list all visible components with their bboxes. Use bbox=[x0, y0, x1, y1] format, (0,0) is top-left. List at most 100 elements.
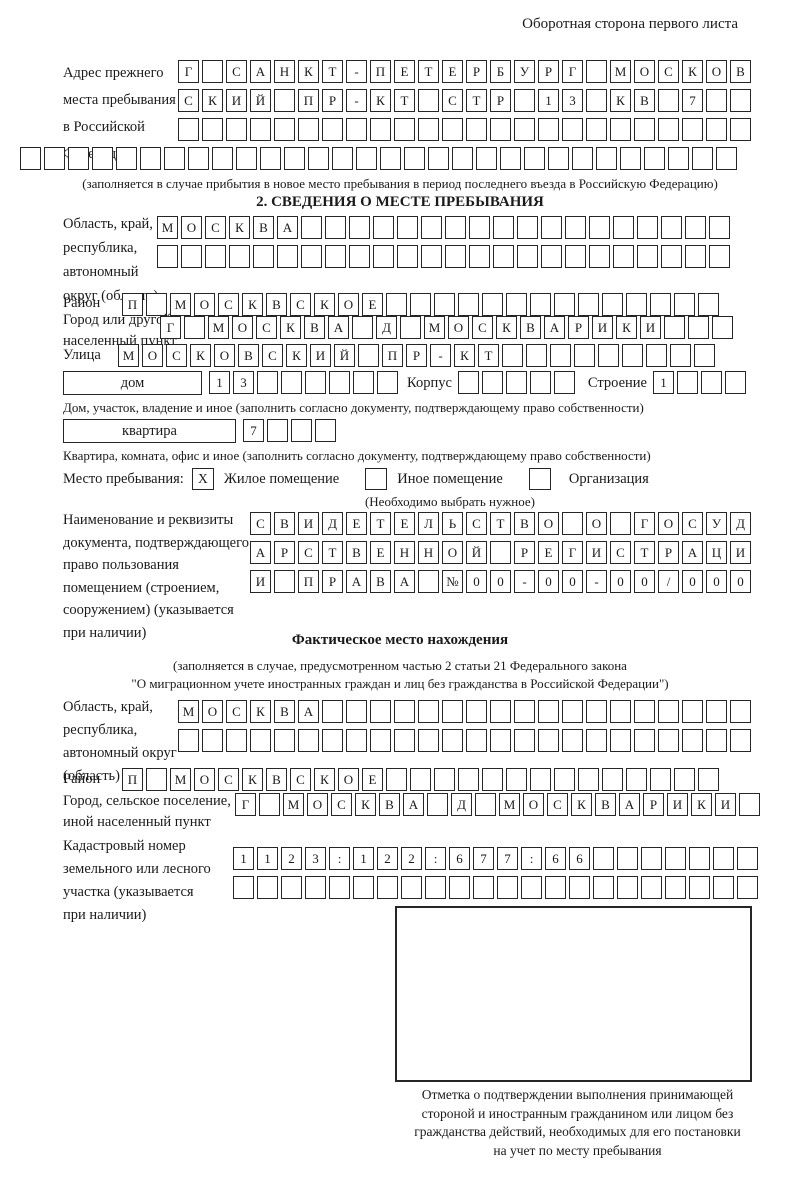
char-cell[interactable] bbox=[574, 344, 595, 367]
char-cell[interactable] bbox=[682, 118, 703, 141]
char-cell[interactable]: О bbox=[202, 700, 223, 723]
char-cell[interactable] bbox=[352, 316, 373, 339]
char-cell[interactable]: 1 bbox=[257, 847, 278, 870]
char-cell[interactable] bbox=[538, 700, 559, 723]
char-cell[interactable]: 0 bbox=[730, 570, 751, 593]
char-cell[interactable]: М bbox=[499, 793, 520, 816]
char-cell[interactable] bbox=[682, 729, 703, 752]
char-cell[interactable] bbox=[593, 876, 614, 899]
char-cell[interactable] bbox=[329, 371, 350, 394]
char-cell[interactable] bbox=[325, 245, 346, 268]
char-cell[interactable]: С bbox=[610, 541, 631, 564]
char-cell[interactable] bbox=[610, 118, 631, 141]
char-cell[interactable] bbox=[658, 700, 679, 723]
char-cell[interactable] bbox=[562, 700, 583, 723]
char-cell[interactable] bbox=[377, 371, 398, 394]
char-cell[interactable]: С bbox=[472, 316, 493, 339]
char-cell[interactable]: Е bbox=[538, 541, 559, 564]
char-cell[interactable]: О bbox=[181, 216, 202, 239]
char-cell[interactable] bbox=[253, 245, 274, 268]
char-cell[interactable] bbox=[346, 118, 367, 141]
char-cell[interactable] bbox=[514, 729, 535, 752]
char-cell[interactable] bbox=[637, 216, 658, 239]
char-cell[interactable]: С bbox=[290, 293, 311, 316]
char-cell[interactable] bbox=[301, 216, 322, 239]
char-cell[interactable] bbox=[490, 118, 511, 141]
char-cell[interactable] bbox=[469, 245, 490, 268]
char-cell[interactable]: С bbox=[218, 293, 239, 316]
char-cell[interactable] bbox=[589, 245, 610, 268]
char-cell[interactable]: В bbox=[304, 316, 325, 339]
char-cell[interactable]: 2 bbox=[281, 847, 302, 870]
char-cell[interactable] bbox=[301, 245, 322, 268]
char-cell[interactable]: Е bbox=[362, 768, 383, 791]
char-cell[interactable]: 0 bbox=[706, 570, 727, 593]
char-cell[interactable]: : bbox=[329, 847, 350, 870]
char-cell[interactable]: 0 bbox=[538, 570, 559, 593]
char-cell[interactable] bbox=[482, 768, 503, 791]
char-cell[interactable] bbox=[617, 847, 638, 870]
char-cell[interactable] bbox=[401, 876, 422, 899]
char-cell[interactable] bbox=[620, 147, 641, 170]
char-cell[interactable] bbox=[452, 147, 473, 170]
char-cell[interactable]: С bbox=[218, 768, 239, 791]
char-cell[interactable] bbox=[506, 768, 527, 791]
char-cell[interactable] bbox=[739, 793, 760, 816]
char-cell[interactable] bbox=[500, 147, 521, 170]
char-cell[interactable] bbox=[706, 729, 727, 752]
char-cell[interactable] bbox=[386, 768, 407, 791]
char-cell[interactable] bbox=[709, 216, 730, 239]
char-cell[interactable] bbox=[548, 147, 569, 170]
char-cell[interactable] bbox=[586, 60, 607, 83]
char-cell[interactable] bbox=[400, 316, 421, 339]
char-cell[interactable]: С bbox=[331, 793, 352, 816]
char-cell[interactable] bbox=[517, 245, 538, 268]
char-cell[interactable] bbox=[613, 216, 634, 239]
char-cell[interactable] bbox=[626, 768, 647, 791]
char-cell[interactable]: В bbox=[520, 316, 541, 339]
char-cell[interactable] bbox=[569, 876, 590, 899]
char-cell[interactable] bbox=[610, 700, 631, 723]
char-cell[interactable]: И bbox=[640, 316, 661, 339]
char-cell[interactable] bbox=[541, 216, 562, 239]
char-cell[interactable]: И bbox=[730, 541, 751, 564]
char-cell[interactable] bbox=[685, 216, 706, 239]
char-cell[interactable] bbox=[562, 729, 583, 752]
char-cell[interactable]: С bbox=[250, 512, 271, 535]
char-cell[interactable] bbox=[668, 147, 689, 170]
char-cell[interactable] bbox=[578, 293, 599, 316]
char-cell[interactable] bbox=[353, 876, 374, 899]
char-cell[interactable] bbox=[694, 344, 715, 367]
char-cell[interactable] bbox=[505, 371, 527, 394]
char-cell[interactable] bbox=[688, 316, 709, 339]
char-cell[interactable] bbox=[637, 245, 658, 268]
char-cell[interactable]: Т bbox=[490, 512, 511, 535]
char-cell[interactable] bbox=[305, 371, 326, 394]
char-cell[interactable] bbox=[140, 147, 161, 170]
char-cell[interactable] bbox=[709, 245, 730, 268]
char-cell[interactable] bbox=[202, 118, 223, 141]
char-cell[interactable] bbox=[712, 316, 733, 339]
char-cell[interactable] bbox=[146, 768, 167, 791]
char-cell[interactable] bbox=[610, 729, 631, 752]
char-cell[interactable] bbox=[689, 847, 710, 870]
char-cell[interactable]: С bbox=[256, 316, 277, 339]
char-cell[interactable]: М bbox=[610, 60, 631, 83]
char-cell[interactable]: 0 bbox=[562, 570, 583, 593]
char-cell[interactable]: С bbox=[205, 216, 226, 239]
char-cell[interactable] bbox=[646, 344, 667, 367]
char-cell[interactable] bbox=[530, 293, 551, 316]
char-cell[interactable] bbox=[322, 729, 343, 752]
char-cell[interactable] bbox=[737, 876, 758, 899]
char-cell[interactable] bbox=[589, 216, 610, 239]
char-cell[interactable]: 0 bbox=[682, 570, 703, 593]
char-cell[interactable] bbox=[514, 89, 535, 112]
char-cell[interactable]: М bbox=[178, 700, 199, 723]
char-cell[interactable]: О bbox=[307, 793, 328, 816]
char-cell[interactable]: А bbox=[277, 216, 298, 239]
char-cell[interactable] bbox=[418, 570, 439, 593]
char-cell[interactable] bbox=[469, 216, 490, 239]
char-cell[interactable]: Ц bbox=[706, 541, 727, 564]
char-cell[interactable] bbox=[236, 147, 257, 170]
char-cell[interactable] bbox=[545, 876, 566, 899]
